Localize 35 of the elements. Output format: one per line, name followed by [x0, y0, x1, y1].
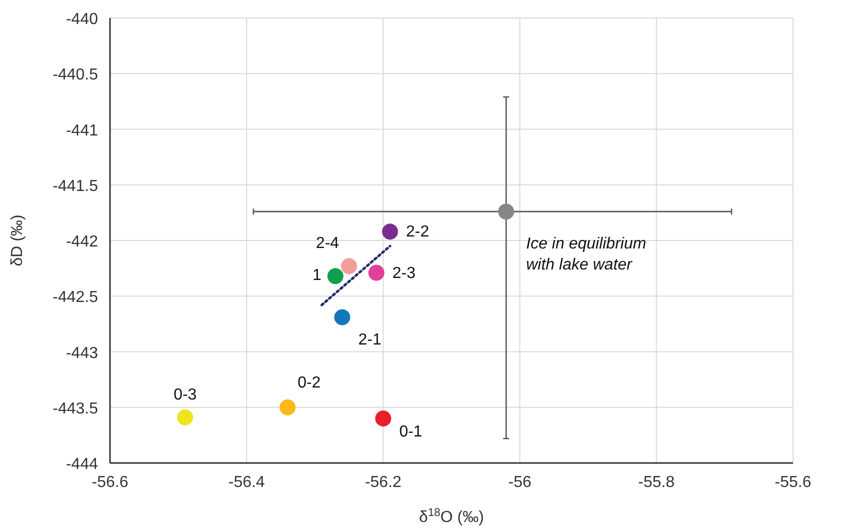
point — [280, 399, 296, 416]
y-tick-label: -440.5 — [52, 66, 98, 84]
x-tick-label: -56.2 — [364, 474, 402, 491]
x-tick-label: -56.4 — [228, 474, 265, 491]
series-label: 2-1 — [358, 331, 382, 348]
y-tick-label: -443.5 — [52, 400, 98, 418]
point — [375, 410, 392, 426]
point — [382, 224, 398, 240]
point — [327, 268, 344, 284]
y-tick-label: -444 — [66, 456, 98, 473]
series-label: 1 — [312, 267, 322, 284]
series-label: 0-3 — [174, 386, 197, 404]
point — [498, 204, 514, 220]
x-tick-label: -55.6 — [774, 474, 812, 491]
x-axis-title: δ$^{18}$O (‰) — [419, 507, 484, 526]
point — [334, 309, 350, 326]
series-label: 0-2 — [298, 374, 321, 392]
x-tick-label: -56 — [508, 474, 532, 491]
y-tick-label: -442 — [66, 234, 98, 250]
series-label: 2-4 — [316, 235, 340, 252]
point — [368, 264, 384, 281]
y-tick-label: -442.5 — [52, 289, 98, 306]
point — [177, 409, 194, 426]
x-tick-label: -55.8 — [638, 474, 675, 491]
y-tick-label: -440 — [66, 11, 98, 28]
series-label: 2-3 — [392, 264, 416, 282]
y-tick-label: -443 — [66, 344, 98, 362]
series-label: 0-1 — [399, 424, 422, 440]
y-axis-title: δD (‰) — [9, 214, 26, 266]
y-tick-label: -441.5 — [52, 178, 98, 195]
y-tick-label: -441 — [66, 122, 98, 140]
point — [341, 258, 358, 274]
annotation: Ice in equilibrium with lake water — [526, 236, 646, 274]
x-tick-label: -56.6 — [92, 474, 128, 491]
series-label: 2-2 — [406, 224, 430, 241]
